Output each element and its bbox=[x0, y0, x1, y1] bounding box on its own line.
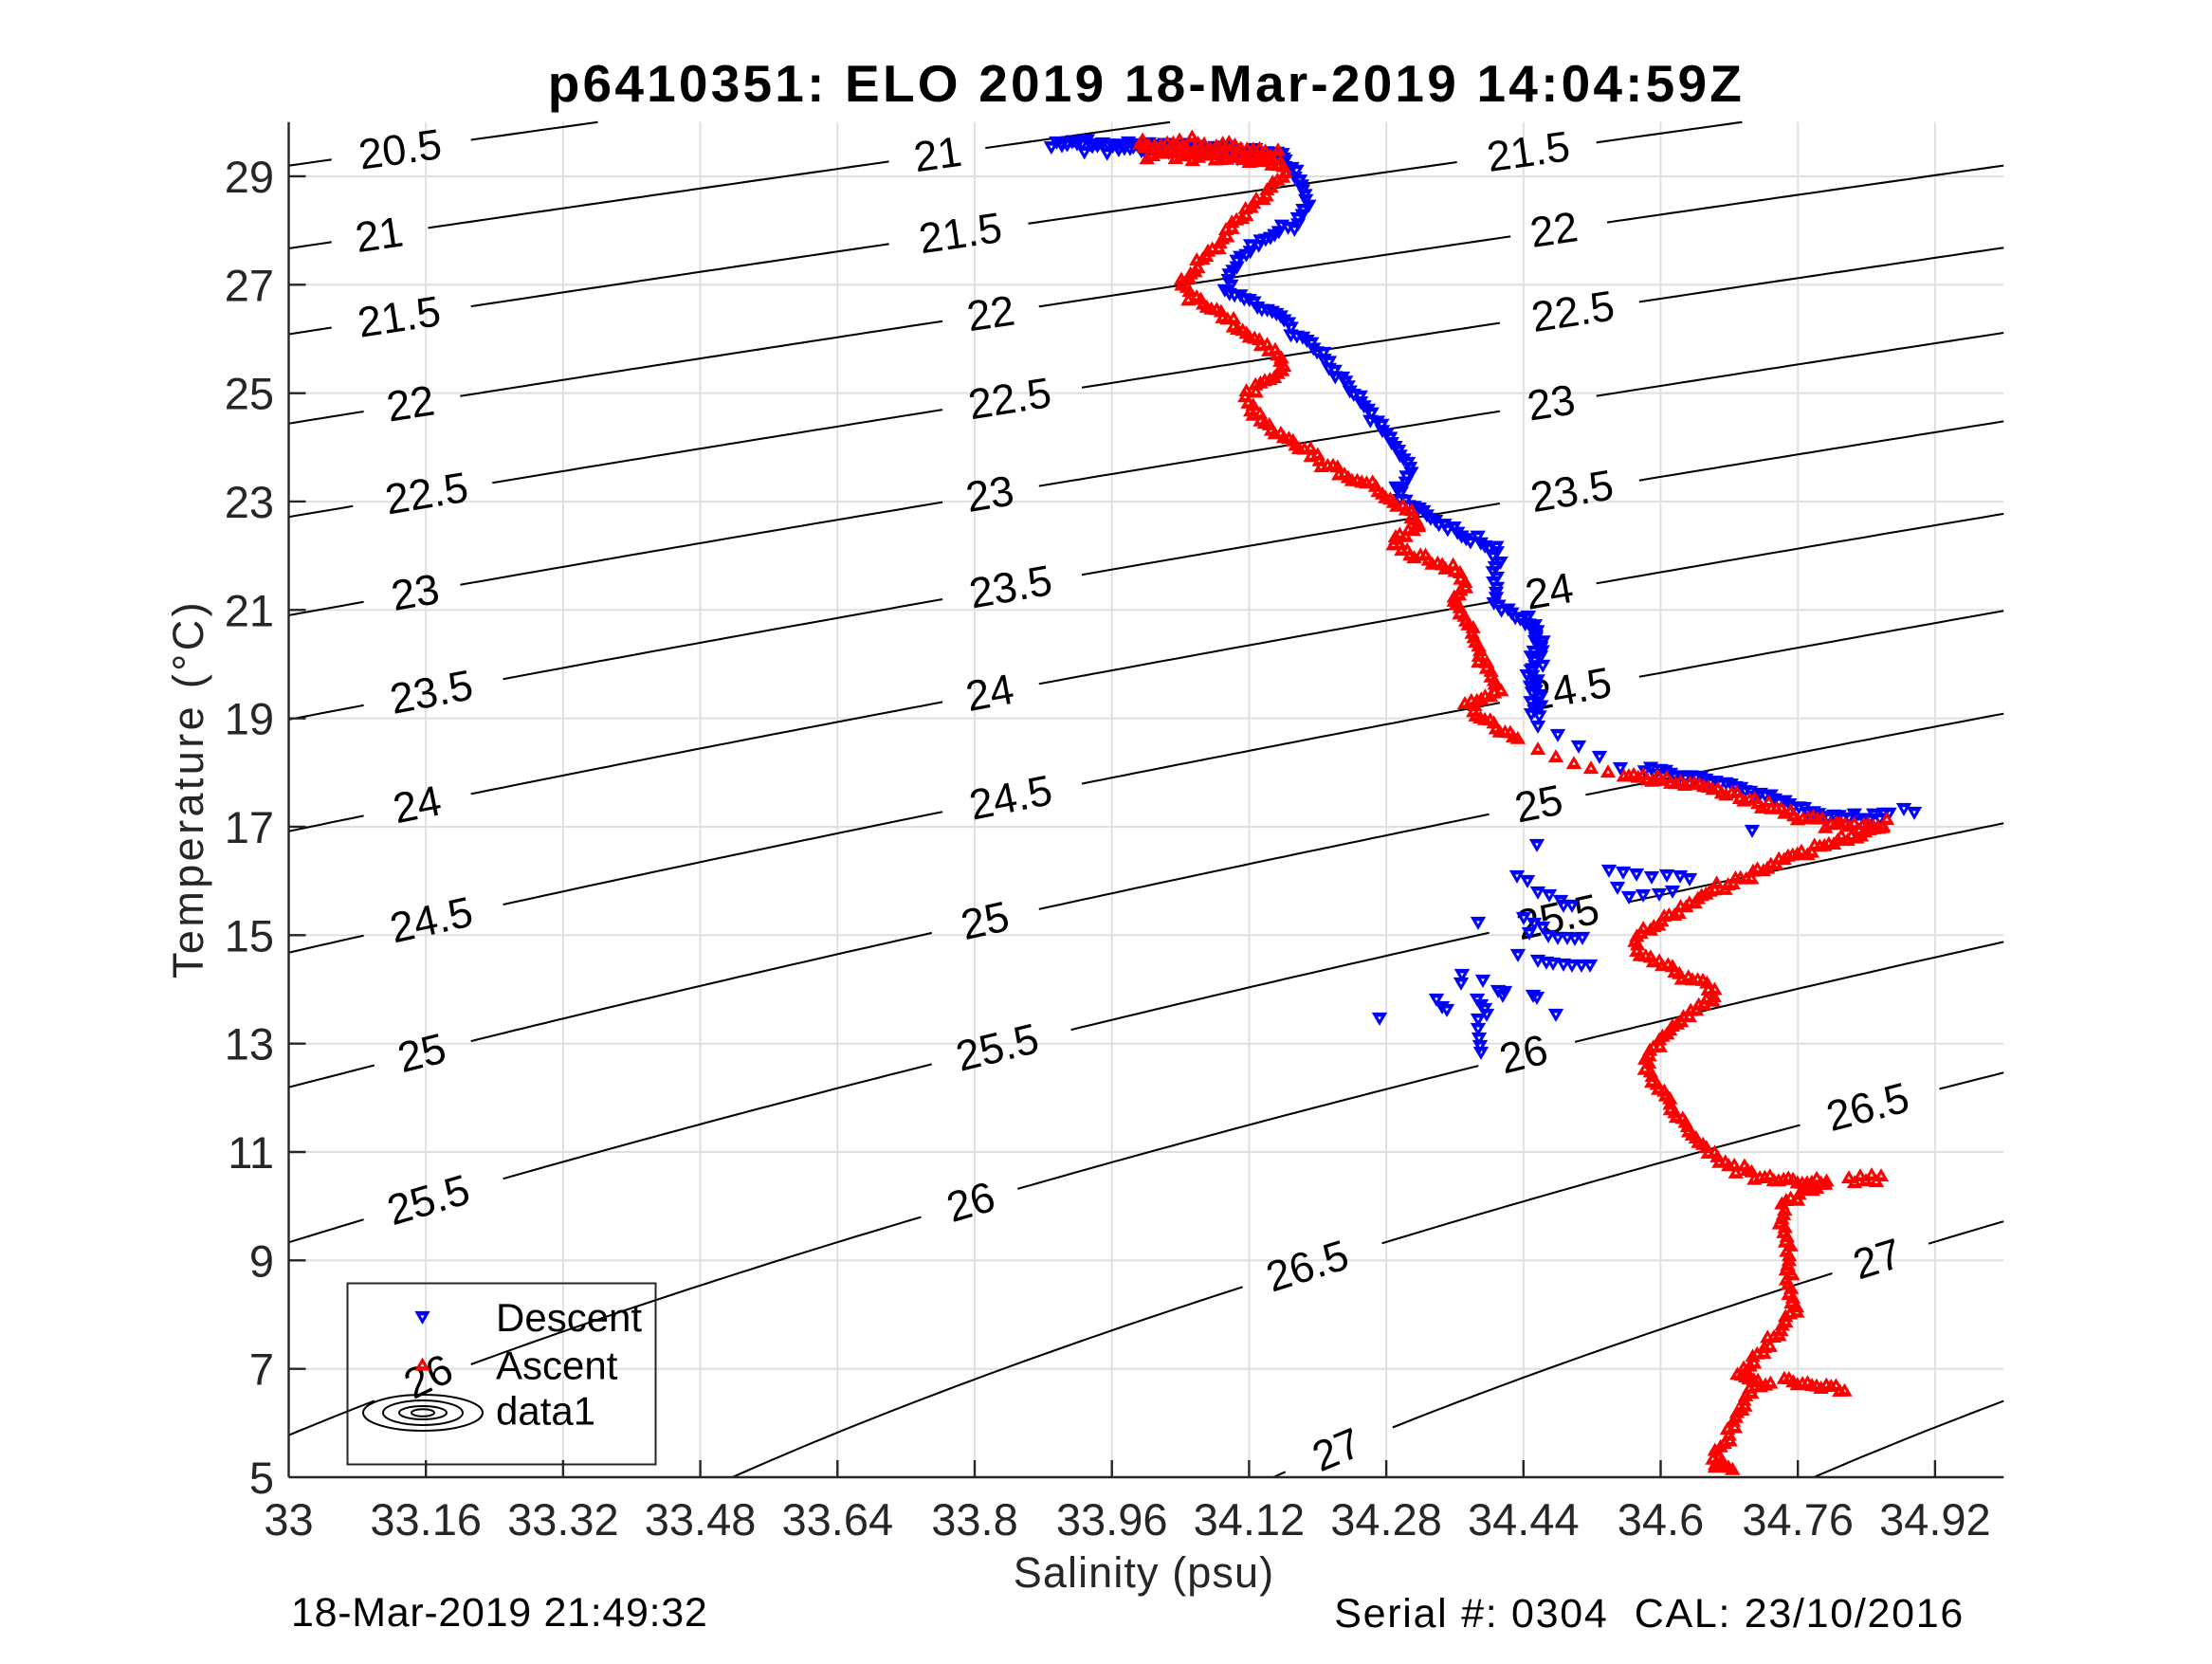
svg-text:20.5: 20.5 bbox=[356, 119, 445, 179]
svg-text:23: 23 bbox=[1524, 375, 1578, 430]
svg-text:23: 23 bbox=[388, 564, 443, 620]
svg-text:23: 23 bbox=[225, 477, 274, 527]
svg-text:33.96: 33.96 bbox=[1056, 1494, 1168, 1545]
svg-text:29: 29 bbox=[225, 152, 274, 202]
svg-text:34.76: 34.76 bbox=[1742, 1494, 1854, 1545]
svg-text:19: 19 bbox=[225, 694, 274, 744]
svg-text:17: 17 bbox=[225, 802, 274, 852]
svg-text:34.92: 34.92 bbox=[1879, 1494, 1991, 1545]
svg-text:21: 21 bbox=[352, 207, 406, 262]
svg-text:33: 33 bbox=[264, 1494, 313, 1545]
svg-text:33.16: 33.16 bbox=[370, 1494, 482, 1545]
svg-text:34.28: 34.28 bbox=[1330, 1494, 1442, 1545]
svg-text:7: 7 bbox=[249, 1344, 274, 1395]
svg-text:34.12: 34.12 bbox=[1194, 1494, 1306, 1545]
svg-text:data1: data1 bbox=[496, 1389, 595, 1434]
svg-text:18-Mar-2019 21:49:32: 18-Mar-2019 21:49:32 bbox=[291, 1590, 708, 1636]
svg-text:21.5: 21.5 bbox=[916, 203, 1005, 263]
svg-text:25: 25 bbox=[225, 369, 274, 419]
svg-text:25: 25 bbox=[957, 891, 1014, 949]
svg-text:33.48: 33.48 bbox=[645, 1494, 757, 1545]
svg-text:5: 5 bbox=[249, 1453, 274, 1503]
svg-text:23: 23 bbox=[962, 466, 1017, 521]
svg-text:22: 22 bbox=[963, 285, 1017, 340]
svg-text:13: 13 bbox=[225, 1019, 274, 1070]
svg-text:25: 25 bbox=[393, 1023, 450, 1082]
svg-text:33.64: 33.64 bbox=[781, 1494, 893, 1545]
svg-text:25: 25 bbox=[1510, 776, 1566, 832]
svg-text:33.8: 33.8 bbox=[931, 1494, 1017, 1545]
svg-text:Descent: Descent bbox=[496, 1295, 642, 1340]
svg-text:22: 22 bbox=[383, 375, 437, 430]
svg-text:Temperature (°C): Temperature (°C) bbox=[164, 599, 212, 978]
svg-text:22: 22 bbox=[1526, 202, 1581, 257]
svg-text:p6410351: ELO 2019 18-Mar-2019: p6410351: ELO 2019 18-Mar-2019 14:04:59Z bbox=[548, 54, 1745, 113]
svg-text:34.44: 34.44 bbox=[1468, 1494, 1580, 1545]
svg-text:24: 24 bbox=[962, 665, 1018, 721]
svg-text:26: 26 bbox=[1494, 1025, 1552, 1084]
svg-text:15: 15 bbox=[225, 910, 274, 960]
svg-text:Ascent: Ascent bbox=[496, 1344, 618, 1388]
svg-text:9: 9 bbox=[249, 1235, 274, 1286]
svg-text:21: 21 bbox=[911, 127, 965, 181]
svg-text:21.5: 21.5 bbox=[1484, 121, 1573, 181]
svg-text:24: 24 bbox=[1522, 563, 1577, 619]
svg-text:34.6: 34.6 bbox=[1618, 1494, 1704, 1545]
svg-text:27: 27 bbox=[225, 260, 274, 310]
svg-text:Salinity (psu): Salinity (psu) bbox=[1014, 1548, 1275, 1597]
svg-text:24: 24 bbox=[389, 776, 445, 832]
svg-text:33.32: 33.32 bbox=[507, 1494, 619, 1545]
svg-text:Serial #: 0304 CAL: 23/10/201: Serial #: 0304 CAL: 23/10/2016 bbox=[1334, 1591, 1965, 1637]
svg-text:21: 21 bbox=[225, 585, 274, 635]
svg-text:11: 11 bbox=[228, 1127, 274, 1178]
